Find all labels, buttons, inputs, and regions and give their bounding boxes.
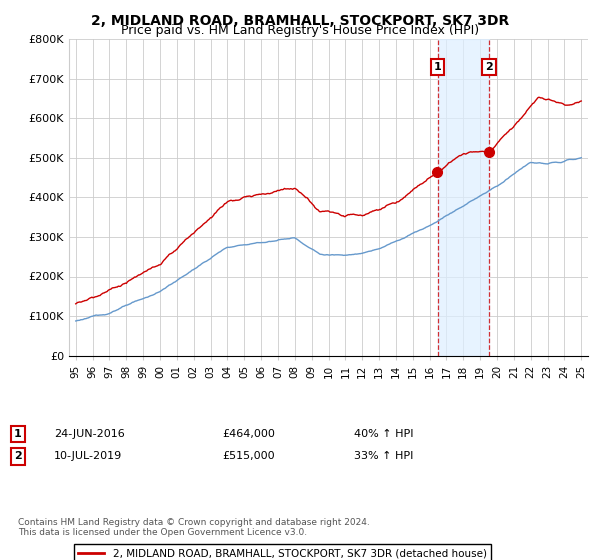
- Text: 2: 2: [14, 451, 22, 461]
- Text: 33% ↑ HPI: 33% ↑ HPI: [354, 451, 413, 461]
- Text: Price paid vs. HM Land Registry's House Price Index (HPI): Price paid vs. HM Land Registry's House …: [121, 24, 479, 36]
- Text: £464,000: £464,000: [222, 429, 275, 439]
- Bar: [437, 39, 489, 356]
- Text: 24-JUN-2016: 24-JUN-2016: [54, 429, 125, 439]
- Text: 2, MIDLAND ROAD, BRAMHALL, STOCKPORT, SK7 3DR: 2, MIDLAND ROAD, BRAMHALL, STOCKPORT, SK…: [91, 14, 509, 28]
- Text: 1: 1: [14, 429, 22, 439]
- Text: 10-JUL-2019: 10-JUL-2019: [54, 451, 122, 461]
- Legend: 2, MIDLAND ROAD, BRAMHALL, STOCKPORT, SK7 3DR (detached house), HPI: Average pri: 2, MIDLAND ROAD, BRAMHALL, STOCKPORT, SK…: [74, 544, 491, 560]
- Text: 2: 2: [485, 62, 493, 72]
- Text: £515,000: £515,000: [222, 451, 275, 461]
- Text: 1: 1: [434, 62, 442, 72]
- Text: Contains HM Land Registry data © Crown copyright and database right 2024.
This d: Contains HM Land Registry data © Crown c…: [18, 518, 370, 538]
- Text: 40% ↑ HPI: 40% ↑ HPI: [354, 429, 413, 439]
